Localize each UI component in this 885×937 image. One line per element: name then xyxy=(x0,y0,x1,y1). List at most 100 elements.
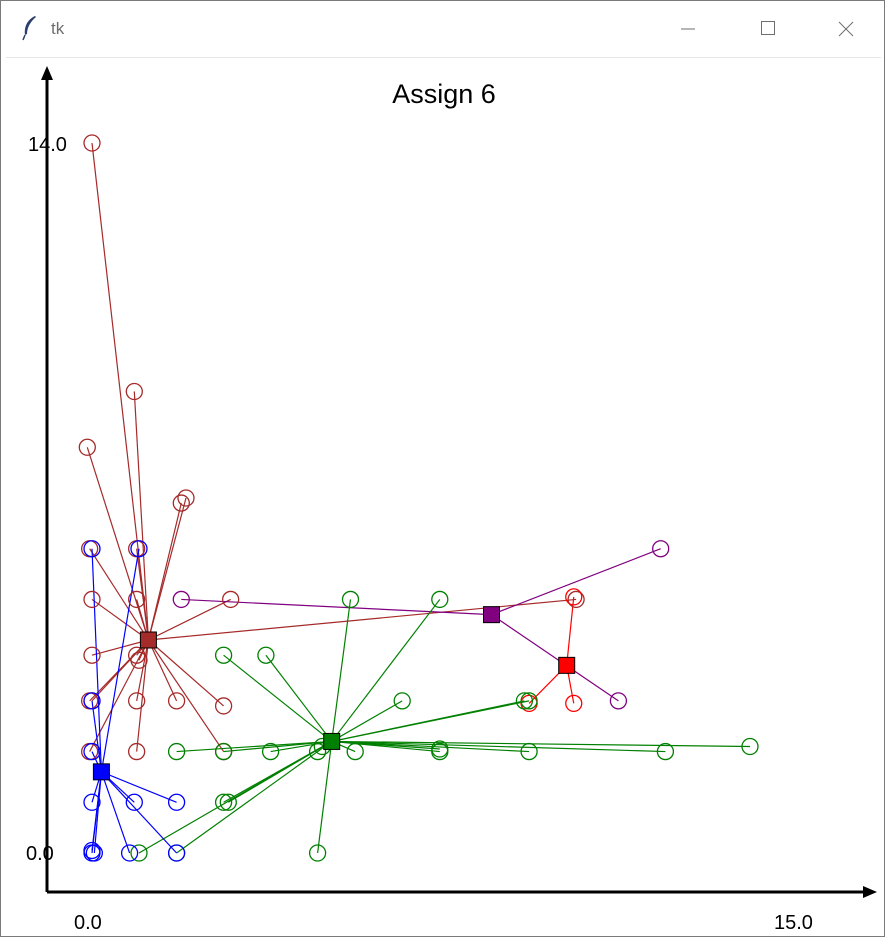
cluster-0-centroid xyxy=(139,631,157,649)
cluster-3-point-22 xyxy=(308,844,327,862)
cluster-3-edge-8 xyxy=(223,740,332,753)
cluster-4-edge-0 xyxy=(91,548,102,772)
cluster-4-point-11 xyxy=(167,844,186,862)
y-tick-min: 0.0 xyxy=(26,843,54,865)
cluster-4-point-3 xyxy=(83,742,101,761)
cluster-4-edge-2 xyxy=(91,700,102,772)
cluster-4-point-10 xyxy=(120,844,139,862)
cluster-points xyxy=(78,134,759,862)
x-tick-min: 0.0 xyxy=(74,912,102,933)
cluster-3-edge-20 xyxy=(138,740,333,854)
cluster-1-point-0 xyxy=(652,540,670,558)
cluster-0-edge-10 xyxy=(148,598,577,641)
cluster-0-edge-18 xyxy=(148,639,224,707)
cluster-3-point-14 xyxy=(431,740,449,758)
title-bar[interactable]: tk xyxy=(1,1,884,57)
cluster-0-point-3 xyxy=(172,494,190,512)
cluster-0-point-13 xyxy=(130,651,148,669)
cluster-4-edge-11 xyxy=(100,771,178,854)
cluster-3-point-19 xyxy=(219,793,237,811)
chart-title: Assign 6 xyxy=(392,79,496,109)
cluster-1-edge-0 xyxy=(491,548,661,616)
cluster-4-point-9 xyxy=(83,841,101,860)
cluster-2-centroid xyxy=(558,656,576,674)
cluster-1-edge-2 xyxy=(491,614,619,702)
cluster-3-point-1 xyxy=(431,590,449,609)
cluster-4-point-1 xyxy=(130,540,148,558)
cluster-3-edge-21 xyxy=(176,740,333,854)
cluster-4-point-0 xyxy=(83,540,101,558)
cluster-3-edge-22 xyxy=(317,741,333,854)
cluster-3-point-6 xyxy=(520,692,538,710)
cluster-3-point-0 xyxy=(341,590,360,609)
cluster-0-point-1 xyxy=(125,382,143,401)
cluster-3-point-4 xyxy=(393,692,411,710)
cluster-4-point-5 xyxy=(125,793,143,811)
cluster-3-edge-0 xyxy=(331,599,352,742)
cluster-0-edge-11 xyxy=(91,639,149,656)
cluster-0-point-18 xyxy=(214,697,233,715)
feather-icon xyxy=(22,16,36,41)
cluster-0-point-16 xyxy=(127,692,146,710)
cluster-0-point-17 xyxy=(167,692,186,710)
cluster-3-edge-4 xyxy=(331,700,403,742)
cluster-4-edge-9 xyxy=(91,771,102,851)
cluster-3-edge-6 xyxy=(331,700,530,743)
cluster-4-edge-10 xyxy=(100,771,131,854)
axes xyxy=(41,66,877,898)
cluster-1-edge-1 xyxy=(181,598,492,616)
cluster-0-point-4 xyxy=(177,489,195,507)
cluster-0-point-10 xyxy=(567,590,585,609)
cluster-0-edge-7 xyxy=(91,598,149,641)
cluster-3-point-8 xyxy=(214,742,233,761)
cluster-3-point-2 xyxy=(214,646,233,664)
cluster-3-point-16 xyxy=(656,742,675,761)
cluster-0-edge-15 xyxy=(91,639,149,702)
cluster-0-point-7 xyxy=(83,590,101,609)
cluster-0-point-11 xyxy=(83,646,101,664)
x-tick-max: 15.0 xyxy=(774,912,813,933)
scatter-chart: Assign 6 14.0 0.0 0.0 15.0 xyxy=(26,66,877,933)
cluster-4-point-8 xyxy=(85,844,103,862)
cluster-3-point-7 xyxy=(167,742,186,761)
cluster-0-edge-21 xyxy=(147,639,225,752)
maximize-icon[interactable] xyxy=(738,1,798,57)
cluster-4-edge-1 xyxy=(100,548,140,772)
cluster-3-point-20 xyxy=(130,844,148,862)
y-axis-arrowhead xyxy=(41,66,53,80)
cluster-1-point-1 xyxy=(172,590,190,609)
cluster-0-point-19 xyxy=(127,742,146,761)
cluster-0-edge-5 xyxy=(89,548,149,641)
cluster-3-edge-17 xyxy=(331,740,751,748)
cluster-2-point-2 xyxy=(565,694,583,713)
cluster-3-centroid xyxy=(323,732,341,750)
cluster-3-edge-9 xyxy=(270,740,332,753)
cluster-0-edge-17 xyxy=(147,639,178,702)
cluster-4-edge-6 xyxy=(101,771,177,803)
cluster-0-point-9 xyxy=(127,590,146,609)
cluster-4-point-4 xyxy=(83,793,101,811)
cluster-3-edge-15 xyxy=(331,740,530,753)
cluster-3-edge-3 xyxy=(265,654,333,742)
close-icon[interactable] xyxy=(816,1,876,57)
cluster-4-point-2 xyxy=(83,692,101,710)
cluster-3-point-15 xyxy=(520,742,538,761)
minimize-icon[interactable] xyxy=(656,1,716,57)
cluster-3-edge-7 xyxy=(176,740,332,753)
cluster-3-point-3 xyxy=(257,646,275,664)
cluster-0-edge-1 xyxy=(133,391,149,641)
cluster-3-point-17 xyxy=(741,737,759,756)
cluster-3-point-9 xyxy=(261,742,280,761)
cluster-3-edge-2 xyxy=(223,654,333,742)
cluster-3-point-5 xyxy=(515,692,534,710)
cluster-0-point-0 xyxy=(83,134,101,152)
cluster-2-edge-0 xyxy=(566,596,575,666)
cluster-3-point-10 xyxy=(308,742,327,761)
cluster-1-point-2 xyxy=(609,692,628,710)
x-axis-arrowhead xyxy=(863,886,877,898)
cluster-3-edge-1 xyxy=(331,599,441,742)
cluster-1-centroid xyxy=(483,606,500,624)
window-title: tk xyxy=(51,19,65,38)
cluster-0-edge-8 xyxy=(148,598,231,641)
